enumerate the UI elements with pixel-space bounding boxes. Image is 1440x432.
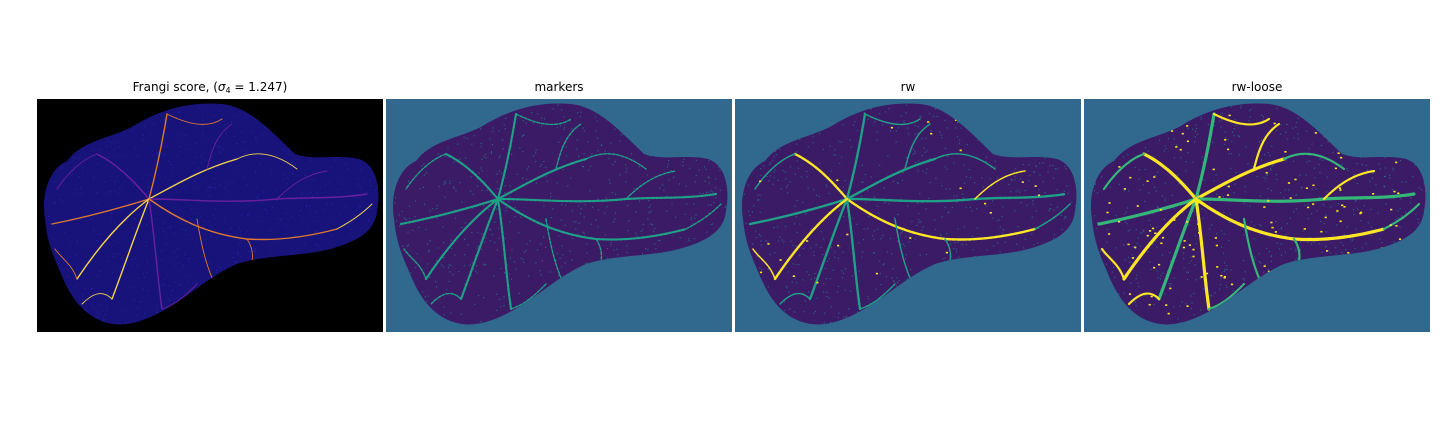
- vessel: [96, 153, 150, 200]
- vessel: [459, 197, 500, 301]
- vessel: [1194, 197, 1211, 311]
- vessel: [496, 157, 588, 201]
- image-panel-markers: [386, 99, 732, 332]
- vessel: [56, 153, 98, 190]
- vessel: [336, 203, 373, 230]
- vessel: [51, 198, 150, 225]
- vessel: [236, 153, 298, 170]
- vessel: [779, 292, 811, 305]
- vessel: [496, 112, 518, 201]
- frangi-title-subscript: 4: [225, 86, 231, 95]
- vessel: [845, 157, 937, 201]
- vessel: [1382, 202, 1421, 231]
- vessel: [974, 170, 1026, 200]
- vessel: [808, 197, 849, 301]
- frangi-title-sigma: σ: [217, 80, 226, 94]
- vessel: [111, 198, 150, 300]
- vessel: [424, 197, 500, 281]
- vessel: [1282, 152, 1346, 171]
- vessel: [1097, 197, 1198, 226]
- vessel: [754, 153, 796, 190]
- retina-image: [1084, 99, 1430, 332]
- vessel: [515, 113, 572, 126]
- vessel: [625, 170, 677, 200]
- retina-tissue: [741, 103, 1077, 325]
- retina-image: [735, 99, 1081, 332]
- vessel: [1212, 112, 1271, 126]
- vessel: [510, 283, 547, 310]
- vessel: [1322, 169, 1376, 201]
- vessel: [1034, 203, 1071, 230]
- frangi-title-suffix: = 1.247): [230, 80, 288, 94]
- vessel: [1207, 282, 1246, 311]
- vessel: [161, 283, 198, 310]
- image-panel-rw-loose: [1084, 99, 1430, 332]
- vessel: [76, 198, 150, 280]
- retina-tissue: [392, 103, 728, 325]
- panel-title-rw: rw: [900, 80, 916, 94]
- vessel: [276, 170, 328, 200]
- vessel: [496, 197, 513, 311]
- vessel: [859, 283, 896, 310]
- retina-image: [386, 99, 732, 332]
- vessel: [1194, 112, 1216, 201]
- vessel: [148, 198, 163, 310]
- vessel: [148, 158, 238, 200]
- vessel: [405, 153, 447, 190]
- vessel: [1157, 197, 1198, 301]
- vessel: [752, 248, 776, 280]
- vessel: [904, 123, 931, 170]
- vessel: [1252, 122, 1281, 171]
- retina-tissue: [43, 103, 379, 325]
- vessel: [845, 112, 867, 201]
- retina-image: [37, 99, 383, 332]
- vessel: [773, 197, 849, 281]
- vessel: [1127, 292, 1161, 306]
- vessel: [864, 113, 921, 126]
- tissue-texture: [1090, 103, 1426, 325]
- vessel: [403, 248, 427, 280]
- vessel: [793, 152, 849, 201]
- vessel: [748, 197, 849, 226]
- vessel: [1142, 152, 1198, 201]
- vessel: [1102, 152, 1146, 191]
- image-panel-frangi: [37, 99, 383, 332]
- vessel: [585, 153, 647, 170]
- frangi-title-prefix: Frangi score, (: [132, 80, 218, 94]
- vessel: [148, 113, 168, 200]
- panel-title-frangi: Frangi score, (σ4 = 1.247): [37, 80, 383, 95]
- panel-title-rw-loose: rw-loose: [1231, 80, 1283, 94]
- vessel: [81, 293, 113, 305]
- retina-tissue: [1090, 103, 1426, 325]
- vessel: [206, 123, 233, 170]
- vessel: [399, 197, 500, 226]
- vessel: [430, 292, 462, 305]
- panel-title-markers: markers: [534, 80, 584, 94]
- vessel: [1194, 157, 1286, 201]
- vessel: [685, 203, 722, 230]
- vessel: [934, 153, 996, 170]
- vessel: [1122, 197, 1198, 281]
- vessel: [555, 123, 582, 170]
- vessel: [444, 152, 500, 201]
- image-panel-rw: [735, 99, 1081, 332]
- vessel: [166, 113, 223, 125]
- vessel: [845, 197, 862, 311]
- vessel: [1100, 247, 1126, 281]
- vessel: [54, 248, 78, 280]
